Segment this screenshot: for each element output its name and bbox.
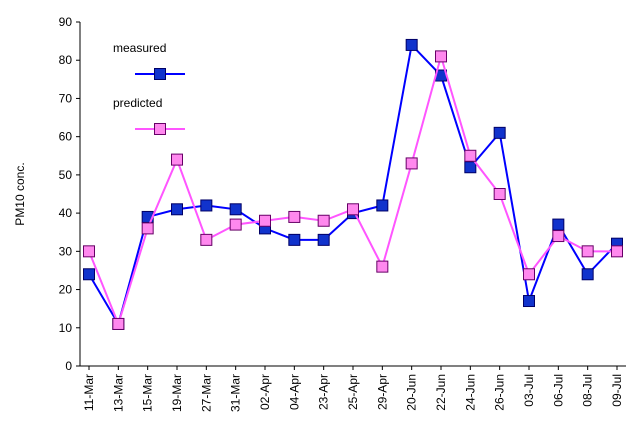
data-point: [464, 161, 477, 174]
data-point: [317, 233, 330, 246]
data-point: [376, 199, 389, 212]
x-tick-label: 25-Apr: [346, 374, 360, 410]
legend-label: measured: [113, 41, 166, 55]
data-point: [523, 295, 535, 308]
y-axis-label: PM10 conc.: [13, 162, 27, 225]
x-tick-label: 29-Apr: [375, 374, 389, 410]
x-tick-label: 06-Jul: [551, 374, 565, 407]
x-tick-label: 26-Jun: [493, 374, 507, 411]
data-point: [288, 233, 301, 246]
legend-marker: [154, 123, 166, 135]
y-tick-label: 90: [59, 15, 73, 29]
x-tick-label: 23-Apr: [317, 374, 331, 410]
data-point: [552, 218, 565, 231]
data-point: [435, 50, 447, 63]
data-point: [288, 210, 301, 223]
data-point: [171, 203, 183, 216]
data-point: [229, 218, 242, 231]
x-tick-label: 08-Jul: [581, 374, 595, 407]
data-point: [229, 203, 242, 216]
data-point: [493, 126, 506, 139]
x-tick-label: 27-Mar: [199, 374, 213, 412]
data-point: [493, 188, 506, 200]
y-tick-label: 20: [59, 283, 73, 297]
x-tick-label: 03-Jul: [522, 374, 536, 407]
data-point: [581, 268, 594, 281]
legend-label: predicted: [113, 96, 162, 110]
y-tick-label: 0: [65, 359, 72, 373]
y-tick-label: 70: [59, 91, 73, 105]
data-point: [317, 214, 330, 227]
data-point: [141, 222, 154, 235]
series-line: [88, 42, 618, 327]
y-tick-label: 80: [59, 53, 73, 67]
series-line: [88, 52, 617, 327]
data-point: [112, 317, 125, 330]
y-tick-label: 60: [59, 130, 73, 144]
data-point: [581, 245, 594, 258]
y-tick-label: 40: [59, 206, 73, 220]
data-point: [523, 268, 535, 281]
y-tick-label: 30: [59, 244, 73, 258]
y-tick-label: 10: [59, 321, 73, 335]
data-point: [83, 268, 95, 281]
data-point: [376, 260, 389, 273]
data-point: [464, 149, 477, 162]
data-point: [259, 214, 271, 227]
data-point: [405, 157, 418, 170]
x-tick-label: 19-Mar: [170, 374, 184, 412]
data-point: [405, 38, 418, 51]
legend-marker: [154, 68, 166, 80]
x-tick-label: 13-Mar: [111, 374, 125, 412]
data-point: [171, 153, 183, 166]
data-point: [200, 199, 213, 212]
x-tick-label: 02-Apr: [258, 374, 272, 410]
data-point: [552, 230, 565, 243]
x-tick-label: 24-Jun: [463, 374, 477, 411]
data-point: [347, 203, 359, 216]
x-tick-label: 31-Mar: [229, 374, 243, 412]
data-point: [83, 245, 95, 258]
x-tick-label: 11-Mar: [82, 374, 96, 411]
x-tick-label: 22-Jun: [434, 374, 448, 411]
y-tick-label: 50: [59, 168, 73, 182]
data-point: [200, 233, 213, 246]
x-tick-label: 04-Apr: [287, 374, 301, 410]
x-tick-label: 15-Mar: [141, 374, 155, 412]
data-point: [611, 245, 623, 258]
x-tick-label: 09-Jul: [610, 374, 624, 407]
x-tick-label: 20-Jun: [405, 374, 419, 411]
